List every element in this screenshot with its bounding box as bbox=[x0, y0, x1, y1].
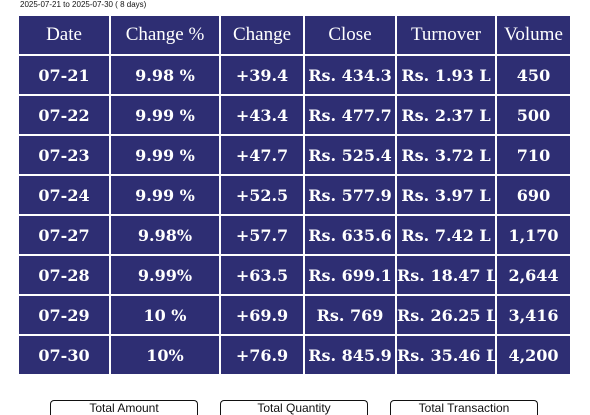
table-row: 07-24 9.99 % +52.5 Rs. 577.9 Rs. 3.97 L … bbox=[17, 174, 572, 216]
cell-change: +39.4 bbox=[219, 54, 305, 96]
price-history-table: Date Change % Change Close Turnover Volu… bbox=[17, 14, 572, 376]
cell-change-percent: 9.98 % bbox=[109, 54, 221, 96]
cell-change-percent: 10% bbox=[109, 334, 221, 376]
cell-close: Rs. 577.9 bbox=[303, 174, 397, 216]
cell-volume: 500 bbox=[495, 94, 572, 136]
cell-volume: 710 bbox=[495, 134, 572, 176]
cell-turnover: Rs. 7.42 L bbox=[395, 214, 497, 256]
header-volume: Volume bbox=[495, 14, 572, 56]
table-row: 07-21 9.98 % +39.4 Rs. 434.3 Rs. 1.93 L … bbox=[17, 54, 572, 96]
cell-turnover: Rs. 2.37 L bbox=[395, 94, 497, 136]
header-turnover: Turnover bbox=[395, 14, 497, 56]
header-change-percent: Change % bbox=[109, 14, 221, 56]
cell-turnover: Rs. 1.93 L bbox=[395, 54, 497, 96]
header-date: Date bbox=[17, 14, 111, 56]
table-row: 07-27 9.98% +57.7 Rs. 635.6 Rs. 7.42 L 1… bbox=[17, 214, 572, 256]
date-range-label: 2025-07-21 to 2025-07-30 ( 8 days) bbox=[20, 0, 147, 9]
cell-turnover: Rs. 18.47 L bbox=[395, 254, 497, 296]
cell-change-percent: 9.99 % bbox=[109, 94, 221, 136]
total-quantity-button[interactable]: Total Quantity bbox=[220, 400, 368, 415]
cell-date: 07-30 bbox=[17, 334, 111, 376]
cell-turnover: Rs. 3.97 L bbox=[395, 174, 497, 216]
cell-close: Rs. 699.1 bbox=[303, 254, 397, 296]
cell-close: Rs. 635.6 bbox=[303, 214, 397, 256]
cell-close: Rs. 525.4 bbox=[303, 134, 397, 176]
cell-change: +43.4 bbox=[219, 94, 305, 136]
cell-volume: 690 bbox=[495, 174, 572, 216]
table-row: 07-22 9.99 % +43.4 Rs. 477.7 Rs. 2.37 L … bbox=[17, 94, 572, 136]
cell-volume: 2,644 bbox=[495, 254, 572, 296]
cell-turnover: Rs. 35.46 L bbox=[395, 334, 497, 376]
cell-volume: 450 bbox=[495, 54, 572, 96]
cell-close: Rs. 845.9 bbox=[303, 334, 397, 376]
cell-close: Rs. 769 bbox=[303, 294, 397, 336]
cell-date: 07-29 bbox=[17, 294, 111, 336]
cell-date: 07-23 bbox=[17, 134, 111, 176]
cell-date: 07-27 bbox=[17, 214, 111, 256]
table-row: 07-30 10% +76.9 Rs. 845.9 Rs. 35.46 L 4,… bbox=[17, 334, 572, 376]
cell-change-percent: 9.99 % bbox=[109, 174, 221, 216]
cell-turnover: Rs. 3.72 L bbox=[395, 134, 497, 176]
cell-volume: 1,170 bbox=[495, 214, 572, 256]
cell-date: 07-24 bbox=[17, 174, 111, 216]
cell-volume: 4,200 bbox=[495, 334, 572, 376]
header-close: Close bbox=[303, 14, 397, 56]
cell-change-percent: 10 % bbox=[109, 294, 221, 336]
table-row: 07-28 9.99% +63.5 Rs. 699.1 Rs. 18.47 L … bbox=[17, 254, 572, 296]
cell-change: +57.7 bbox=[219, 214, 305, 256]
cell-change: +52.5 bbox=[219, 174, 305, 216]
cell-change: +76.9 bbox=[219, 334, 305, 376]
cell-volume: 3,416 bbox=[495, 294, 572, 336]
total-amount-button[interactable]: Total Amount bbox=[50, 400, 198, 415]
table-header-row: Date Change % Change Close Turnover Volu… bbox=[17, 14, 572, 56]
cell-close: Rs. 434.3 bbox=[303, 54, 397, 96]
cell-change-percent: 9.99 % bbox=[109, 134, 221, 176]
cell-date: 07-28 bbox=[17, 254, 111, 296]
cell-change: +47.7 bbox=[219, 134, 305, 176]
table-row: 07-29 10 % +69.9 Rs. 769 Rs. 26.25 L 3,4… bbox=[17, 294, 572, 336]
cell-date: 07-21 bbox=[17, 54, 111, 96]
header-change: Change bbox=[219, 14, 305, 56]
total-transaction-button[interactable]: Total Transaction bbox=[390, 400, 538, 415]
table-row: 07-23 9.99 % +47.7 Rs. 525.4 Rs. 3.72 L … bbox=[17, 134, 572, 176]
cell-change-percent: 9.99% bbox=[109, 254, 221, 296]
cell-change: +63.5 bbox=[219, 254, 305, 296]
cell-date: 07-22 bbox=[17, 94, 111, 136]
cell-change-percent: 9.98% bbox=[109, 214, 221, 256]
cell-close: Rs. 477.7 bbox=[303, 94, 397, 136]
cell-change: +69.9 bbox=[219, 294, 305, 336]
cell-turnover: Rs. 26.25 L bbox=[395, 294, 497, 336]
